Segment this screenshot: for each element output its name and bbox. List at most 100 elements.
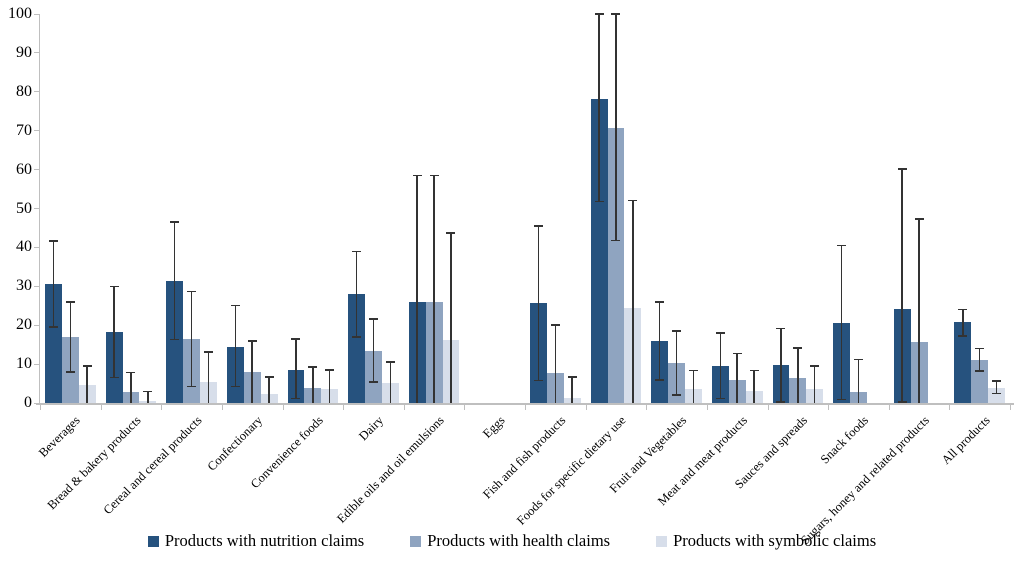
error-bar-line bbox=[978, 348, 981, 372]
error-bar-cap-top bbox=[48, 240, 58, 242]
x-category-label: Foods for specific dietary use bbox=[514, 413, 629, 528]
error-bar-cap-top bbox=[628, 199, 638, 202]
y-tick bbox=[34, 246, 39, 248]
error-bar-line bbox=[632, 200, 634, 403]
error-bar-line bbox=[86, 366, 88, 403]
x-tick bbox=[221, 405, 223, 410]
y-tick bbox=[34, 13, 39, 15]
error-bar-line bbox=[251, 340, 253, 403]
y-tick bbox=[34, 169, 39, 171]
error-bar-cap-bottom bbox=[65, 371, 75, 373]
legend-item: Products with nutrition claims bbox=[147, 531, 365, 551]
y-tick-label: 20 bbox=[16, 316, 32, 334]
error-bar-cap-top bbox=[230, 304, 240, 307]
error-bar-cap-bottom bbox=[368, 381, 378, 383]
error-bar-cap-top bbox=[837, 244, 847, 247]
error-bar-cap-bottom bbox=[655, 379, 665, 381]
error-bar-line bbox=[328, 369, 331, 403]
x-tick bbox=[1010, 405, 1011, 410]
y-axis bbox=[39, 14, 40, 404]
error-bar-line bbox=[736, 353, 738, 403]
bar-symbolic bbox=[988, 387, 1005, 403]
error-bar-cap-top bbox=[594, 13, 604, 15]
error-bar-cap-bottom bbox=[958, 335, 968, 337]
error-bar-cap-top bbox=[446, 232, 456, 234]
legend-swatch bbox=[656, 535, 668, 547]
legend-label: Products with health claims bbox=[427, 531, 611, 550]
x-category-label: Cereal and cereal products bbox=[100, 413, 205, 518]
y-tick-label: 60 bbox=[16, 160, 32, 178]
y-tick-label: 100 bbox=[8, 5, 32, 22]
x-tick bbox=[888, 405, 890, 410]
error-bar-cap-bottom bbox=[187, 385, 197, 388]
x-category-label: All products bbox=[938, 413, 993, 468]
error-bar-cap-top bbox=[368, 318, 378, 320]
error-bar-line bbox=[797, 347, 799, 403]
error-bar-cap-bottom bbox=[533, 379, 543, 382]
error-bar-cap-top bbox=[308, 366, 318, 368]
error-bar-line bbox=[173, 222, 176, 340]
error-bar-cap-top bbox=[412, 174, 422, 177]
x-tick bbox=[343, 405, 345, 410]
legend-swatch bbox=[410, 535, 422, 547]
bar-nutrition bbox=[590, 99, 608, 403]
y-tick bbox=[34, 324, 39, 326]
x-tick bbox=[828, 405, 830, 410]
bar-nutrition bbox=[348, 294, 365, 403]
error-bar-line bbox=[113, 286, 115, 378]
error-bar-cap-top bbox=[264, 376, 274, 378]
bar-nutrition bbox=[166, 281, 184, 403]
error-bar-cap-top bbox=[688, 369, 698, 372]
error-bar-cap-top bbox=[143, 390, 153, 393]
error-bar-cap-top bbox=[958, 308, 968, 310]
error-bar-line bbox=[840, 245, 843, 400]
error-bar-line bbox=[416, 175, 418, 403]
y-tick-label: 50 bbox=[16, 199, 32, 217]
x-tick bbox=[525, 405, 526, 410]
error-bar-line bbox=[780, 328, 782, 402]
bar-nutrition bbox=[954, 322, 972, 403]
error-bar-cap-top bbox=[749, 369, 759, 372]
x-category-label: Eggs bbox=[479, 413, 508, 441]
error-bar-line bbox=[719, 332, 722, 399]
legend-label: Products with nutrition claims bbox=[164, 531, 365, 550]
error-bar-cap-bottom bbox=[672, 394, 682, 396]
error-bar-cap-top bbox=[992, 380, 1002, 382]
error-bar-line bbox=[962, 309, 964, 337]
error-bar-cap-top bbox=[672, 330, 682, 332]
error-bar-line bbox=[571, 376, 573, 403]
error-bar-line bbox=[857, 359, 860, 403]
x-tick bbox=[282, 405, 284, 410]
x-tick bbox=[585, 405, 587, 410]
x-category-label: Edible oils and oil emulsions bbox=[334, 413, 447, 526]
y-tick bbox=[34, 402, 39, 404]
legend-label: Products with symbolic claims bbox=[673, 531, 877, 550]
legend-swatch bbox=[147, 535, 159, 547]
error-bar-line bbox=[995, 380, 998, 394]
error-bar-cap-bottom bbox=[897, 401, 907, 403]
y-tick bbox=[34, 91, 39, 93]
error-bar-line bbox=[130, 372, 132, 403]
error-bar-line bbox=[355, 251, 358, 337]
y-tick bbox=[34, 285, 39, 287]
error-bar-cap-top bbox=[732, 352, 742, 355]
error-bar-cap-top bbox=[810, 365, 820, 367]
error-bar-line bbox=[813, 366, 816, 403]
error-bar-cap-top bbox=[385, 361, 395, 363]
error-bar-cap-top bbox=[82, 365, 92, 367]
bar-nutrition bbox=[45, 283, 62, 403]
error-bar-cap-top bbox=[203, 351, 213, 353]
error-bar-cap-top bbox=[550, 324, 560, 326]
y-tick-label: 30 bbox=[16, 277, 32, 295]
x-category-label: Confectionary bbox=[204, 413, 265, 474]
x-tick bbox=[403, 405, 405, 410]
error-bar-line bbox=[615, 14, 617, 241]
error-bar-cap-top bbox=[325, 369, 335, 371]
error-bar-cap-top bbox=[291, 338, 301, 340]
y-tick bbox=[34, 208, 39, 209]
error-bar-cap-top bbox=[776, 327, 786, 330]
error-bar-cap-bottom bbox=[776, 401, 786, 403]
error-bar-line bbox=[268, 376, 270, 403]
x-tick bbox=[464, 405, 466, 410]
